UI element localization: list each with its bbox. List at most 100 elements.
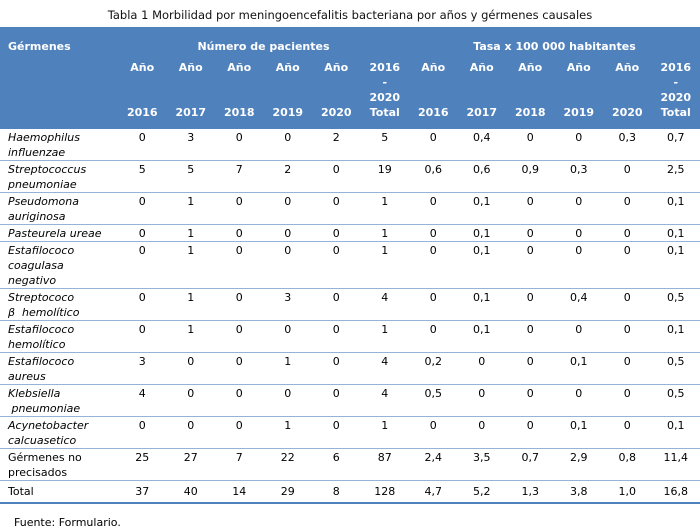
pacientes-value-cell: 0 (264, 385, 313, 416)
header-year-value: 2020 (321, 105, 352, 120)
source-note: Fuente: Formulario. (0, 504, 700, 530)
pacientes-value-cell: 0 (312, 161, 361, 192)
germ-name: Estafilococo coagulasa negativo (0, 242, 118, 288)
tasa-value-cell: 0,1 (458, 242, 507, 288)
pacientes-value-cell: 0 (312, 353, 361, 384)
header-year-label: Año (227, 60, 251, 75)
tasa-value-cell: 0,6 (409, 161, 458, 192)
pacientes-value-cell: 2 (264, 161, 313, 192)
germ-name: Klebsiella pneumoniae (0, 385, 118, 416)
pacientes-value-cell: 4 (361, 353, 410, 384)
pacientes-value-cell: 2 (312, 129, 361, 160)
tasa-value-cell: 0 (555, 225, 604, 241)
tasa-value-cell: 3,5 (458, 449, 507, 480)
header-year-label: Año (615, 60, 639, 75)
tasa-value-cell: 0 (506, 417, 555, 448)
tasa-value-cell: 0 (506, 321, 555, 352)
tasa-value-cell: 0,6 (458, 161, 507, 192)
pacientes-value-cell: 8 (312, 481, 361, 502)
header-year-cell: Año 2018 (215, 60, 264, 120)
tasa-value-cell: 0 (603, 161, 652, 192)
pacientes-value-cell: 7 (215, 449, 264, 480)
pacientes-value-cell: 4 (361, 289, 410, 320)
tasa-value-cell: 0 (603, 289, 652, 320)
pacientes-value-cell: 27 (167, 449, 216, 480)
tasa-value-cell: 0 (506, 385, 555, 416)
germ-name: Pasteurela ureae (0, 225, 118, 241)
tasa-value-cell: 0 (603, 385, 652, 416)
pacientes-value-cell: 0 (118, 242, 167, 288)
tasa-value-cell: 0,4 (555, 289, 604, 320)
tasa-value-cell: 2,9 (555, 449, 604, 480)
pacientes-value-cell: 0 (264, 242, 313, 288)
table-title: Tabla 1 Morbilidad por meningoencefaliti… (0, 0, 700, 27)
header-group-numero-pacientes: Número de pacientes (118, 39, 409, 54)
tasa-value-cell: 0,1 (652, 321, 700, 352)
header-year-value: 2018 (224, 105, 255, 120)
pacientes-value-cell: 0 (264, 129, 313, 160)
header-total-line: 2016 (369, 60, 400, 75)
pacientes-value-cell: 6 (312, 449, 361, 480)
header-year-cell: Año 2020 (603, 60, 652, 120)
pacientes-value-cell: 0 (215, 129, 264, 160)
pacientes-value-cell: 29 (264, 481, 313, 502)
morbidity-table: Gérmenes Número de pacientes Tasa x 100 … (0, 27, 700, 504)
tasa-value-cell: 0,3 (603, 129, 652, 160)
tasa-value-cell: 0,1 (652, 225, 700, 241)
tasa-value-cell: 0,3 (555, 161, 604, 192)
pacientes-value-cell: 1 (361, 321, 410, 352)
header-year-label: Año (324, 60, 348, 75)
tasa-value-cell: 11,4 (652, 449, 700, 480)
tasa-value-cell: 0,1 (652, 417, 700, 448)
pacientes-value-cell: 3 (167, 129, 216, 160)
pacientes-value-cell: 0 (167, 385, 216, 416)
pacientes-value-cell: 0 (215, 417, 264, 448)
tasa-value-cell: 1,3 (506, 481, 555, 502)
pacientes-value-cell: 0 (215, 225, 264, 241)
pacientes-value-cell: 0 (264, 225, 313, 241)
tasa-value-cell: 0 (603, 321, 652, 352)
pacientes-value-cell: 0 (118, 321, 167, 352)
header-year-value: 2020 (612, 105, 643, 120)
tasa-value-cell: 0 (555, 129, 604, 160)
tasa-value-cell: 0 (409, 129, 458, 160)
tasa-value-cell: 1,0 (603, 481, 652, 502)
tasa-value-cell: 0,5 (652, 289, 700, 320)
header-year-value: 2019 (563, 105, 594, 120)
pacientes-value-cell: 1 (167, 289, 216, 320)
pacientes-value-cell: 1 (264, 417, 313, 448)
germ-name: Streptococcus pneumoniae (0, 161, 118, 192)
pacientes-value-cell: 5 (361, 129, 410, 160)
tasa-value-cell: 0 (458, 353, 507, 384)
tasa-value-cell: 0 (555, 242, 604, 288)
pacientes-value-cell: 0 (215, 289, 264, 320)
tasa-value-cell: 0,1 (555, 417, 604, 448)
header-year-value: 2018 (515, 105, 546, 120)
header-total-line: 2020 (660, 90, 691, 105)
header-year-value: 2016 (127, 105, 158, 120)
tasa-value-cell: 0 (409, 193, 458, 224)
pacientes-value-cell: 0 (215, 193, 264, 224)
pacientes-value-cell: 0 (215, 242, 264, 288)
header-year-label: Año (470, 60, 494, 75)
header-total-line: - (673, 75, 678, 90)
pacientes-value-cell: 25 (118, 449, 167, 480)
pacientes-value-cell: 14 (215, 481, 264, 502)
pacientes-value-cell: 5 (167, 161, 216, 192)
pacientes-value-cell: 0 (312, 225, 361, 241)
pacientes-value-cell: 1 (264, 353, 313, 384)
